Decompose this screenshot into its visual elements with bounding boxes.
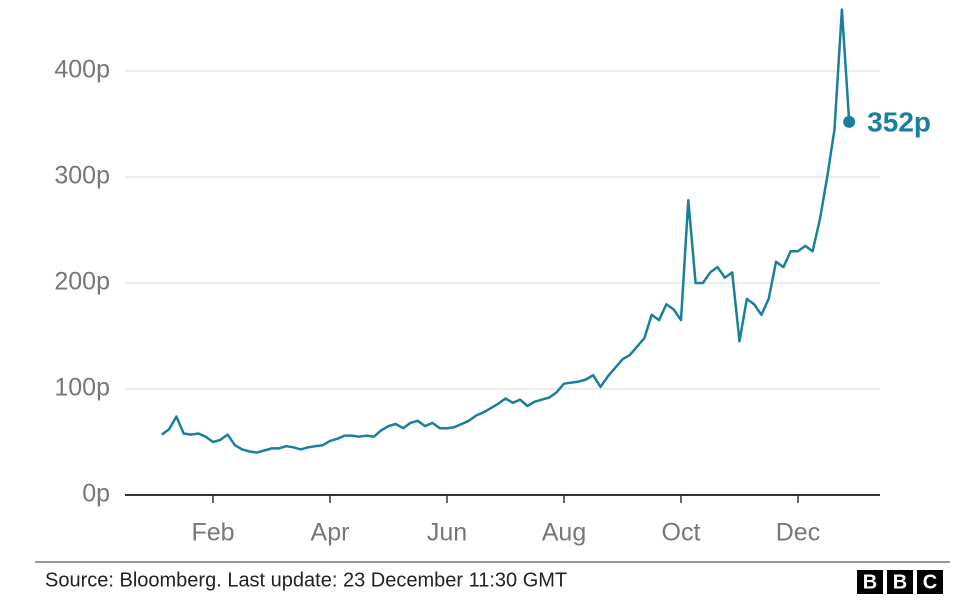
- y-tick-label: 200p: [54, 268, 110, 296]
- y-tick-label: 300p: [54, 162, 110, 190]
- end-dot: [843, 115, 856, 128]
- x-tick-label: Jun: [427, 519, 467, 547]
- logo-box: [917, 570, 943, 594]
- y-tick-label: 100p: [54, 374, 110, 402]
- x-tick-label: Aug: [542, 519, 586, 547]
- logo-letter: B: [893, 571, 907, 593]
- x-tick-label: Dec: [776, 519, 820, 547]
- y-tick-label: 400p: [54, 56, 110, 84]
- y-tick-label: 0p: [82, 480, 110, 508]
- logo-box: [887, 570, 913, 594]
- source: Source: Bloomberg. Last update: 23 Decem…: [45, 569, 567, 591]
- price-line: [161, 8, 851, 454]
- logo-letter: B: [863, 571, 877, 593]
- logo-box: [857, 570, 883, 594]
- end-label: 352p: [867, 106, 931, 137]
- logo-letter: C: [923, 571, 937, 593]
- x-tick-label: Feb: [191, 519, 234, 547]
- x-tick-label: Oct: [662, 519, 701, 547]
- x-tick-label: Apr: [311, 519, 350, 547]
